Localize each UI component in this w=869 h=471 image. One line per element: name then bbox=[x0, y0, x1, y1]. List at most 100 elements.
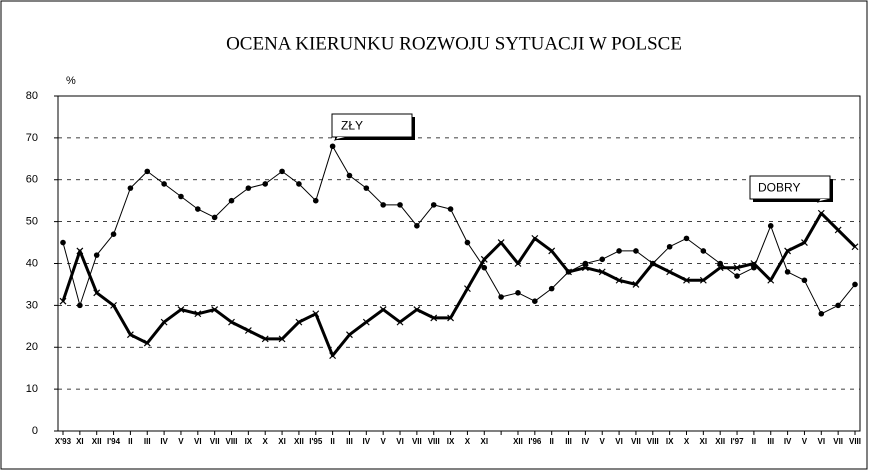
point bbox=[464, 285, 471, 293]
point bbox=[834, 226, 842, 234]
point bbox=[430, 202, 437, 208]
point bbox=[767, 276, 775, 284]
point bbox=[734, 273, 740, 279]
point bbox=[211, 306, 219, 313]
x-tick-label: VI bbox=[818, 437, 826, 446]
point bbox=[278, 335, 286, 343]
y-tick-label: 30 bbox=[26, 299, 38, 311]
y-axis-label: % bbox=[66, 75, 76, 87]
point bbox=[598, 268, 606, 276]
point bbox=[515, 290, 521, 296]
x-tick-label: IV bbox=[363, 437, 371, 446]
point bbox=[464, 239, 471, 246]
y-tick-label: 10 bbox=[26, 383, 38, 395]
point bbox=[582, 260, 589, 267]
point bbox=[126, 331, 134, 339]
y-tick-label: 70 bbox=[26, 132, 38, 144]
x-tick-label: XII bbox=[513, 437, 523, 446]
point bbox=[160, 318, 168, 326]
x-tick-label: V bbox=[600, 437, 606, 446]
x-tick-label: VIII bbox=[428, 437, 440, 446]
point bbox=[666, 243, 673, 250]
y-tick-label: 50 bbox=[26, 216, 38, 228]
point bbox=[245, 185, 252, 191]
point bbox=[835, 302, 841, 309]
x-tick-label: III bbox=[144, 437, 151, 446]
point bbox=[177, 306, 185, 313]
x-tick-label: IV bbox=[160, 437, 168, 446]
x-tick-label: VI bbox=[615, 437, 623, 446]
point bbox=[565, 268, 572, 276]
point bbox=[514, 260, 522, 267]
x-tick-label: XI bbox=[480, 437, 488, 446]
x-tick-label: XI bbox=[76, 437, 84, 446]
y-tick-label: 0 bbox=[32, 425, 38, 437]
x-tick-label: II bbox=[128, 437, 132, 446]
legend-label: DOBRY bbox=[758, 181, 800, 195]
x-tick-label: IV bbox=[784, 437, 792, 446]
x-tick-label: I'97 bbox=[731, 437, 745, 446]
point bbox=[93, 289, 101, 297]
point bbox=[818, 310, 825, 317]
point bbox=[784, 269, 791, 275]
point bbox=[481, 264, 488, 271]
callout-pointer bbox=[816, 198, 831, 203]
point bbox=[244, 327, 252, 334]
x-tick-label: II bbox=[330, 437, 334, 446]
point bbox=[784, 247, 792, 255]
x-tick-label: X bbox=[684, 437, 690, 446]
x-tick-label: II bbox=[549, 437, 553, 446]
x-tick-label: I'95 bbox=[309, 437, 323, 446]
point bbox=[60, 239, 66, 246]
point bbox=[497, 239, 505, 246]
legend-label: ZŁY bbox=[341, 119, 363, 133]
point bbox=[532, 298, 538, 304]
point bbox=[228, 197, 235, 204]
y-tick-label: 20 bbox=[26, 341, 38, 353]
x-tick-label: VI bbox=[194, 437, 202, 446]
x-tick-label: I'96 bbox=[528, 437, 542, 446]
point bbox=[143, 339, 151, 347]
x-tick-label: VI bbox=[396, 437, 404, 446]
x-tick-label: IX bbox=[447, 437, 455, 446]
point bbox=[194, 310, 202, 318]
x-tick-label: VII bbox=[210, 437, 220, 446]
point bbox=[632, 281, 640, 288]
chart-title: OCENA KIERUNKU ROZWOJU SYTUACJI W POLSCE bbox=[226, 33, 682, 54]
point bbox=[110, 231, 117, 237]
x-tick-label: VII bbox=[833, 437, 843, 446]
x-tick-label: V bbox=[178, 437, 184, 446]
callout-box bbox=[331, 113, 413, 138]
point bbox=[430, 314, 438, 322]
point bbox=[666, 268, 674, 276]
point bbox=[801, 277, 808, 284]
x-tick-label: III bbox=[565, 437, 572, 446]
point bbox=[195, 206, 201, 212]
x-tick-label: XII bbox=[715, 437, 725, 446]
point bbox=[211, 214, 218, 221]
point bbox=[599, 256, 606, 263]
point bbox=[380, 202, 386, 208]
point bbox=[396, 318, 404, 326]
point bbox=[329, 143, 336, 150]
point bbox=[178, 193, 184, 200]
point bbox=[76, 247, 84, 255]
point bbox=[447, 206, 454, 212]
point bbox=[616, 248, 622, 254]
point bbox=[480, 255, 488, 263]
point bbox=[346, 331, 353, 339]
point bbox=[312, 197, 319, 204]
point bbox=[312, 310, 320, 318]
x-tick-label: XI bbox=[278, 437, 286, 446]
x-tick-label: I'94 bbox=[107, 437, 121, 446]
point bbox=[362, 318, 370, 326]
y-tick-label: 60 bbox=[26, 174, 38, 186]
x-tick-label: VII bbox=[631, 437, 641, 446]
x-tick-label: III bbox=[346, 437, 353, 446]
point bbox=[548, 285, 555, 292]
x-tick-label: X bbox=[465, 437, 471, 446]
point bbox=[733, 264, 741, 272]
point bbox=[261, 335, 269, 343]
